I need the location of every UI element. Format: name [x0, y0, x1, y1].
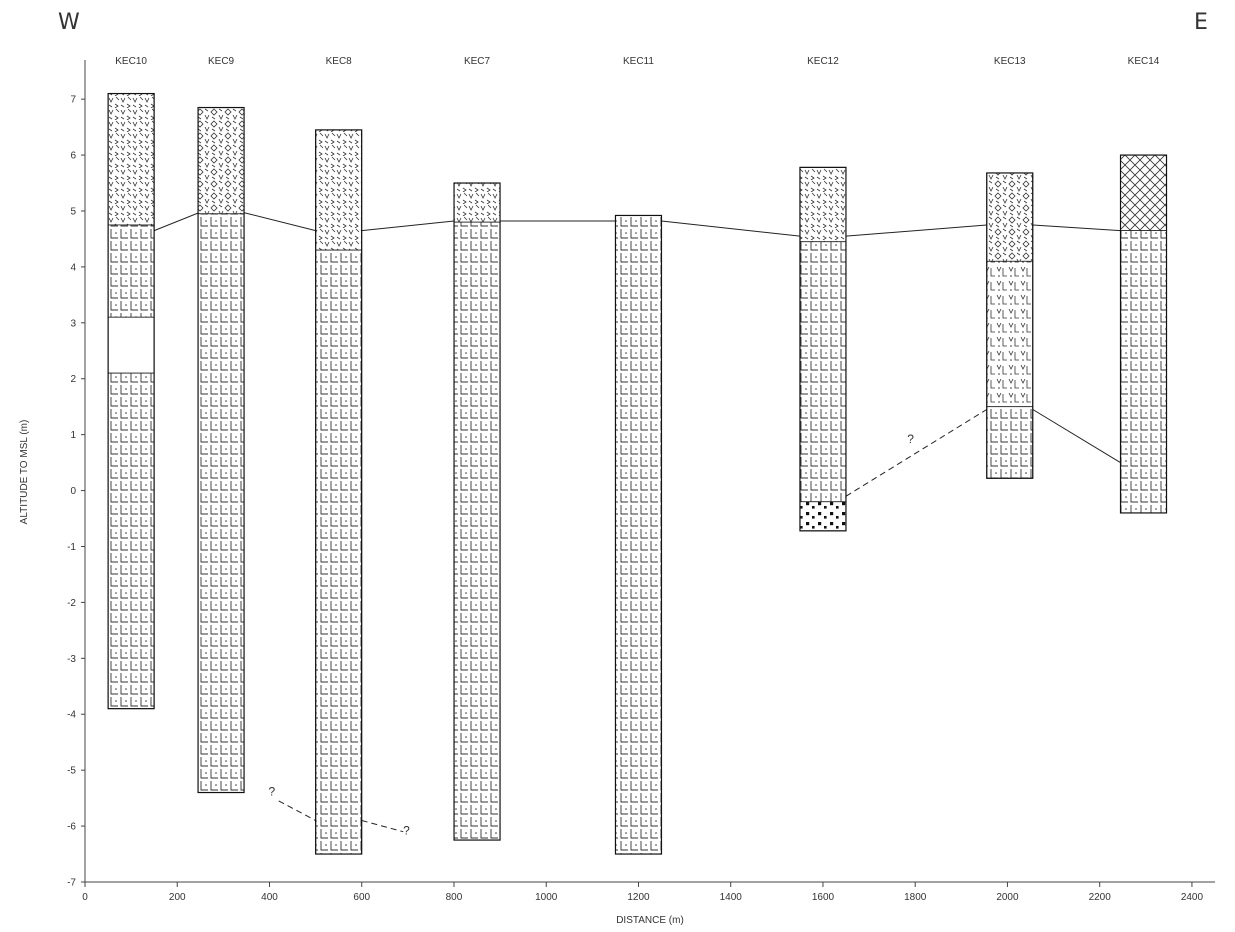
borehole-outline: [197, 106, 245, 794]
dashed-correlation-line: [361, 820, 404, 833]
borehole-kec10: KEC10: [107, 56, 155, 710]
borehole-kec8: KEC8: [315, 56, 363, 855]
correlation-line: [1032, 409, 1121, 464]
correlation-lines: [154, 211, 1121, 833]
borehole-kec13: KEC13: [986, 56, 1034, 479]
x-tick-label: 1200: [627, 892, 650, 903]
layer-gravel: [799, 501, 847, 532]
y-tick-label: 6: [70, 151, 76, 162]
question-mark-annotation: ?: [268, 784, 275, 798]
y-tick-label: 1: [70, 430, 76, 441]
borehole-outline: [1119, 154, 1168, 514]
layer-dune: [107, 93, 155, 226]
x-tick-label: 1600: [812, 892, 835, 903]
y-tick-label: -6: [67, 822, 76, 833]
question-mark-annotation: ?: [907, 432, 914, 446]
axes: 0 200 400 600 800 1000 1200 1400 1600 1800 2000 220…: [19, 60, 1215, 926]
borehole-name-label: KEC12: [807, 56, 839, 67]
borehole-name-label: KEC9: [208, 56, 235, 67]
x-tick-label: 1000: [535, 892, 558, 903]
y-tick-label: 4: [70, 262, 76, 273]
y-tick-label: -5: [67, 766, 76, 777]
y-tick-label: -2: [67, 598, 76, 609]
layer-clay: [1120, 230, 1167, 514]
y-axis-ticks: 7 6 5 4 3 2 1 0 -1 -2 -3 -4 -5 -6 -7: [67, 95, 85, 889]
y-axis-label: ALTITUDE TO MSL (m): [19, 420, 30, 525]
layer-clay: [107, 372, 155, 710]
y-tick-label: 0: [70, 486, 76, 497]
borehole-name-label: KEC7: [464, 56, 491, 67]
borehole-outline: [315, 129, 363, 855]
direction-west-label: W: [58, 10, 80, 35]
y-tick-label: 5: [70, 206, 76, 217]
x-tick-label: 0: [82, 892, 88, 903]
layer-dune-diamond: [197, 107, 245, 215]
layer-blank: [107, 316, 155, 374]
x-tick-label: 600: [353, 892, 370, 903]
x-tick-label: 2000: [996, 892, 1019, 903]
borehole-name-label: KEC10: [115, 56, 147, 67]
borehole-outline: [453, 182, 501, 841]
x-tick-label: 2400: [1181, 892, 1204, 903]
boreholes: KEC10 KEC9 KEC8 KEC7 KEC11 KEC12 KEC13 KEC14: [107, 56, 1168, 855]
layer-clay: [453, 221, 501, 841]
layer-clay: [986, 406, 1034, 479]
layer-dune-diamond: [986, 172, 1034, 262]
direction-east-label: E: [1194, 10, 1208, 35]
layer-clay: [799, 241, 847, 503]
annotations: ???: [268, 432, 914, 837]
borehole-outline: [614, 214, 663, 855]
layer-clay: [315, 249, 363, 855]
question-mark-annotation: ?: [403, 823, 410, 837]
x-tick-label: 1800: [904, 892, 927, 903]
x-axis-label: DISTANCE (m): [616, 915, 684, 926]
dashed-correlation-line: [278, 800, 316, 821]
x-tick-label: 200: [169, 892, 186, 903]
dashed-correlation-line: [845, 409, 987, 497]
borehole-name-label: KEC8: [326, 56, 353, 67]
borehole-kec11: KEC11: [614, 56, 663, 855]
borehole-name-label: KEC14: [1128, 56, 1160, 67]
borehole-kec9: KEC9: [197, 56, 245, 794]
borehole-outline: [986, 172, 1034, 479]
borehole-outline: [107, 92, 155, 710]
y-tick-label: -3: [67, 654, 76, 665]
correlation-line: [154, 211, 1121, 237]
layer-clay: [107, 224, 155, 318]
layer-cross: [1120, 154, 1167, 231]
x-tick-label: 1400: [720, 892, 743, 903]
x-tick-label: 800: [446, 892, 463, 903]
borehole-kec14: KEC14: [1119, 56, 1168, 514]
y-tick-label: -4: [67, 710, 76, 721]
layer-dune: [453, 182, 501, 223]
borehole-name-label: KEC11: [623, 56, 654, 67]
borehole-outline: [799, 166, 847, 532]
layer-dune: [315, 129, 363, 251]
x-tick-label: 400: [261, 892, 278, 903]
layer-clay: [615, 215, 662, 855]
y-tick-label: 3: [70, 318, 76, 329]
x-tick-label: 2200: [1089, 892, 1112, 903]
layer-dune: [799, 166, 847, 243]
y-tick-label: -1: [67, 542, 76, 553]
y-tick-label: 2: [70, 374, 76, 385]
x-axis-ticks: 0 200 400 600 800 1000 1200 1400 1600 1800 2000 220…: [82, 882, 1203, 903]
y-tick-label: -7: [67, 878, 76, 889]
borehole-name-label: KEC13: [994, 56, 1026, 67]
layer-mixed: [986, 260, 1034, 408]
borehole-kec7: KEC7: [453, 56, 501, 841]
y-tick-label: 7: [70, 95, 76, 106]
borehole-kec12: KEC12: [799, 56, 847, 532]
layer-clay: [197, 213, 245, 793]
